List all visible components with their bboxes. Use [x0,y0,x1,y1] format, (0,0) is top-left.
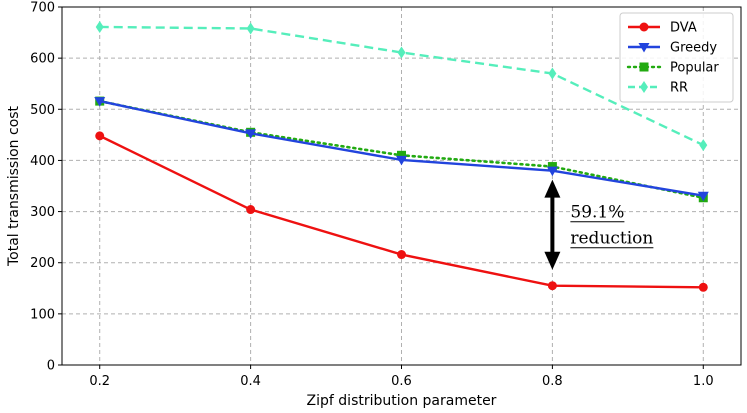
data-point-popular [397,150,406,160]
x-tick-label: 0.4 [240,374,261,389]
series-line-rr [99,25,704,147]
legend-item-dva: DVA [628,21,697,36]
data-point-greedy [697,191,709,202]
data-point-rr [548,67,557,80]
data-point-dva [547,281,557,291]
legend-marker [640,81,648,93]
legend-label: RR [670,81,688,96]
series-layer [94,20,709,292]
data-point-greedy [94,97,106,107]
x-tick-label: 0.2 [89,374,110,389]
y-tick-label: 400 [30,154,55,169]
y-tick-label: 200 [30,256,55,271]
x-tick-label: 0.6 [391,374,412,389]
legend-marker [639,22,649,32]
y-tick-label: 300 [30,205,55,220]
legend-marker [639,62,649,72]
data-point-rr [397,46,406,59]
arrow-head-down [544,251,561,270]
legend-marker [638,43,650,53]
legend-label: DVA [670,21,697,36]
data-point-greedy [245,129,257,139]
y-tick-label: 500 [30,103,55,118]
arrow-head-up [544,179,561,198]
data-point-dva [397,250,406,260]
legend-label: Greedy [670,41,717,56]
series-rr [95,20,708,152]
y-tick-label: 0 [47,359,55,374]
data-point-dva [95,131,105,141]
data-point-rr [95,20,104,33]
legend-label: Popular [670,61,719,76]
data-point-rr [246,22,255,35]
y-axis-label: Total transmission cost [6,105,22,267]
annotation: 59.1% reduction [544,179,653,270]
data-point-greedy [546,166,558,177]
series-dva [95,131,708,292]
y-tick-label: 100 [30,307,55,322]
axis-ticks: 0.2 0.4 0.6 0.8 1.0 0 100 200 300 400 500 600 700 [30,1,713,390]
data-point-popular [547,162,557,172]
y-tick-label: 700 [30,1,55,16]
annotation-text: 59.1% [570,203,624,223]
x-tick-label: 1.0 [693,374,714,389]
data-point-greedy [396,155,407,166]
legend-item-rr: RR [628,81,688,96]
data-point-rr [699,139,708,152]
series-greedy [94,97,709,202]
x-axis-label: Zipf distribution parameter [307,393,497,409]
legend: DVA Greedy Popular RR [619,12,734,103]
x-tick-label: 0.8 [542,374,563,389]
data-point-dva [698,282,708,292]
annotation-text: reduction [570,229,653,249]
legend-item-popular: Popular [626,61,719,76]
y-tick-label: 600 [30,52,55,67]
legend-box [619,12,734,103]
data-point-dva [246,205,256,215]
legend-item-greedy: Greedy [628,41,717,56]
